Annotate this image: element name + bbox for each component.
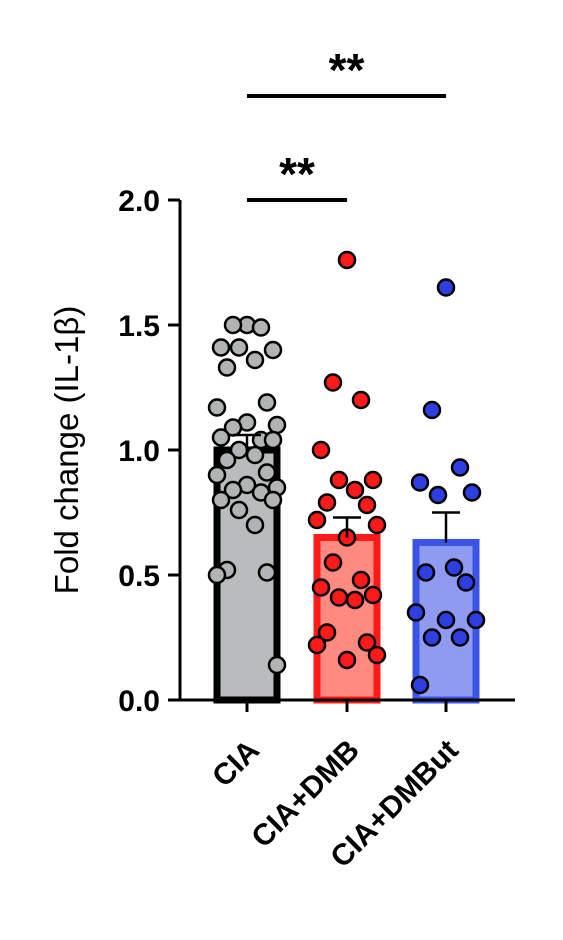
data-point — [428, 485, 448, 505]
data-point — [245, 515, 265, 535]
significance-label: ** — [279, 148, 315, 200]
data-point — [345, 590, 365, 610]
data-point — [462, 483, 482, 502]
data-point — [245, 350, 265, 370]
data-point — [223, 315, 243, 335]
data-point — [267, 415, 287, 435]
data-point — [307, 510, 327, 530]
data-point — [251, 318, 271, 337]
data-point — [257, 463, 277, 482]
y-tick-label: 1.0 — [118, 435, 160, 468]
data-point — [207, 465, 227, 485]
data-point — [263, 430, 283, 450]
data-point — [245, 445, 265, 465]
data-point — [367, 515, 387, 535]
data-point — [323, 373, 343, 392]
x-tick-label: CIA — [206, 734, 266, 794]
y-tick-label: 0.0 — [118, 685, 160, 718]
data-point — [211, 428, 231, 447]
y-tick-label: 2.0 — [118, 185, 160, 218]
data-point — [263, 340, 283, 360]
data-point — [456, 573, 476, 592]
data-point — [263, 490, 283, 510]
data-point — [351, 570, 371, 590]
data-point — [207, 565, 227, 585]
data-point — [311, 578, 331, 597]
data-point — [363, 470, 383, 490]
data-point — [323, 553, 343, 572]
data-point — [211, 338, 231, 357]
data-point — [436, 610, 456, 630]
data-point — [257, 563, 277, 582]
y-tick-label: 1.5 — [118, 310, 160, 343]
data-point — [337, 250, 357, 270]
data-point — [229, 500, 249, 520]
significance-label: ** — [329, 44, 365, 96]
data-point — [317, 493, 337, 512]
data-point — [367, 645, 387, 665]
data-point — [257, 393, 277, 412]
data-point — [211, 490, 231, 510]
data-point — [450, 628, 470, 647]
data-point — [444, 558, 464, 577]
data-point — [450, 458, 470, 477]
data-point — [422, 628, 442, 647]
data-point — [307, 635, 327, 655]
data-point — [345, 480, 365, 500]
data-point — [337, 650, 357, 670]
data-point — [416, 563, 436, 582]
data-point — [329, 588, 349, 607]
data-point — [351, 390, 371, 410]
data-point — [436, 278, 456, 297]
data-point — [363, 585, 383, 605]
data-point — [217, 450, 237, 470]
data-point — [410, 675, 430, 695]
data-point — [311, 440, 331, 460]
y-axis-label: Fold change (IL-1β) — [48, 306, 85, 595]
data-point — [329, 470, 349, 490]
data-point — [466, 610, 486, 630]
data-point — [357, 495, 377, 515]
data-point — [422, 400, 442, 420]
data-point — [267, 655, 287, 675]
data-point — [406, 603, 426, 622]
data-point — [223, 480, 243, 500]
data-point — [207, 398, 227, 417]
y-tick-label: 0.5 — [118, 560, 160, 593]
data-point — [357, 633, 377, 652]
data-point — [317, 623, 337, 642]
data-point — [217, 358, 237, 377]
data-point — [229, 338, 249, 357]
data-point — [410, 473, 430, 492]
